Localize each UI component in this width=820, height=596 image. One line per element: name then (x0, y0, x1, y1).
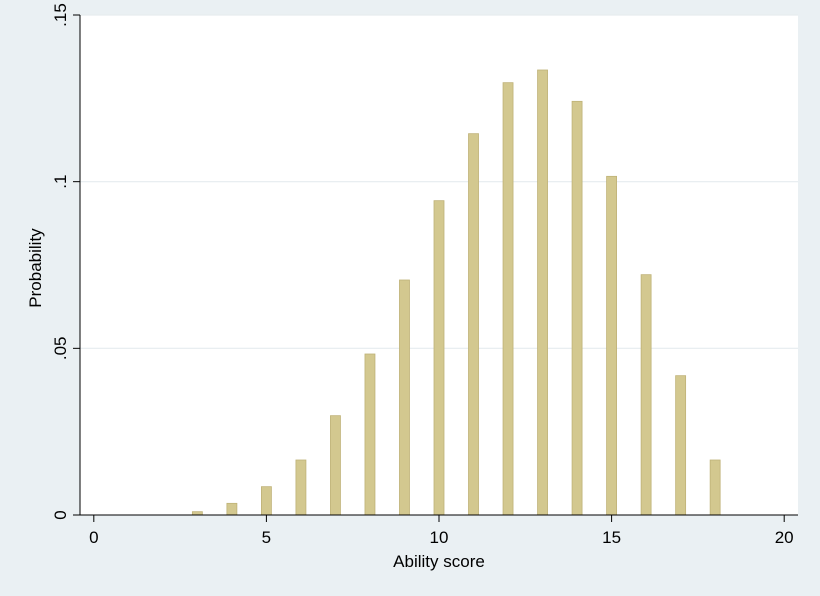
bar-4 (226, 502, 238, 516)
bars (191, 69, 721, 516)
x-tick-label-4: 20 (775, 528, 794, 547)
x-tick-label-0: 0 (89, 528, 98, 547)
bar-7 (330, 415, 341, 516)
y-tick-label-0: 0 (51, 510, 70, 519)
bar-15 (606, 175, 617, 516)
y-tick-label-3: .15 (51, 3, 70, 27)
y-axis-title: Probability (26, 228, 45, 308)
x-tick-label-1: 5 (262, 528, 271, 547)
x-tick-label-3: 15 (602, 528, 621, 547)
bar-8 (364, 353, 376, 516)
y-tick-label-2: .1 (51, 175, 70, 189)
x-axis-title: Ability score (393, 552, 485, 571)
bar-16 (640, 274, 652, 516)
x-tick-label-2: 10 (430, 528, 449, 547)
y-tick-label-1: .05 (51, 337, 70, 361)
bar-9 (399, 279, 410, 516)
bar-13 (537, 69, 548, 516)
y-axis-ticks: 0 .05 .1 .15 (51, 3, 80, 520)
bar-6 (295, 459, 307, 516)
bar-10 (433, 200, 445, 516)
bar-11 (468, 133, 479, 516)
bar-12 (502, 82, 514, 516)
bar-5 (261, 486, 272, 516)
bar-18 (709, 459, 721, 516)
bar-17 (675, 375, 687, 516)
bar-14 (571, 100, 583, 516)
x-axis-ticks: 0 5 10 15 20 (89, 515, 794, 547)
